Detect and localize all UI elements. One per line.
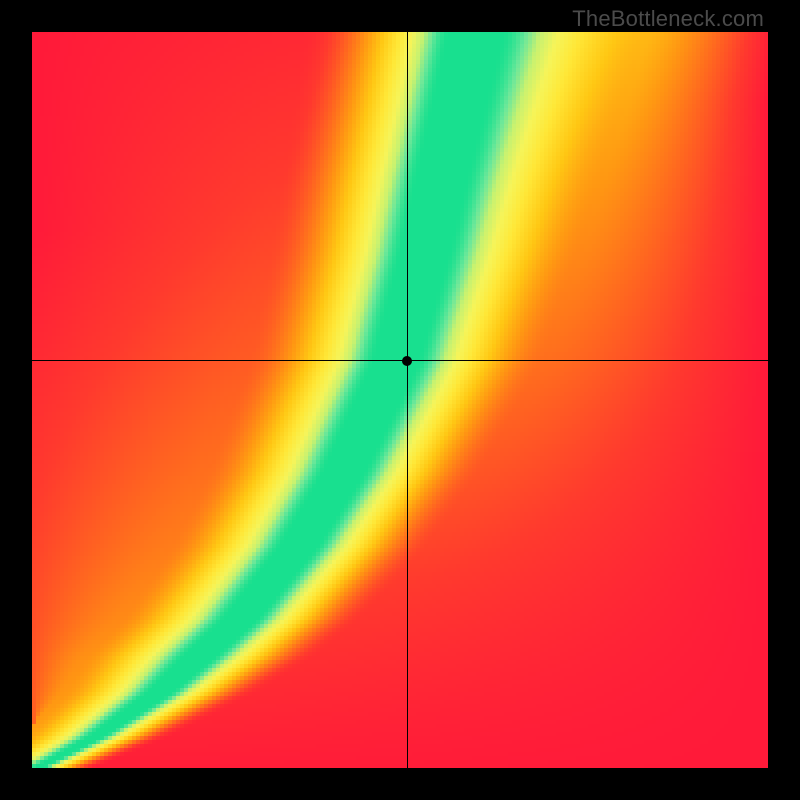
crosshair-horizontal xyxy=(32,360,768,361)
heatmap-plot xyxy=(32,32,768,768)
crosshair-vertical xyxy=(407,32,408,768)
crosshair-marker xyxy=(402,356,412,366)
watermark-text: TheBottleneck.com xyxy=(572,6,764,32)
heatmap-canvas xyxy=(32,32,768,768)
